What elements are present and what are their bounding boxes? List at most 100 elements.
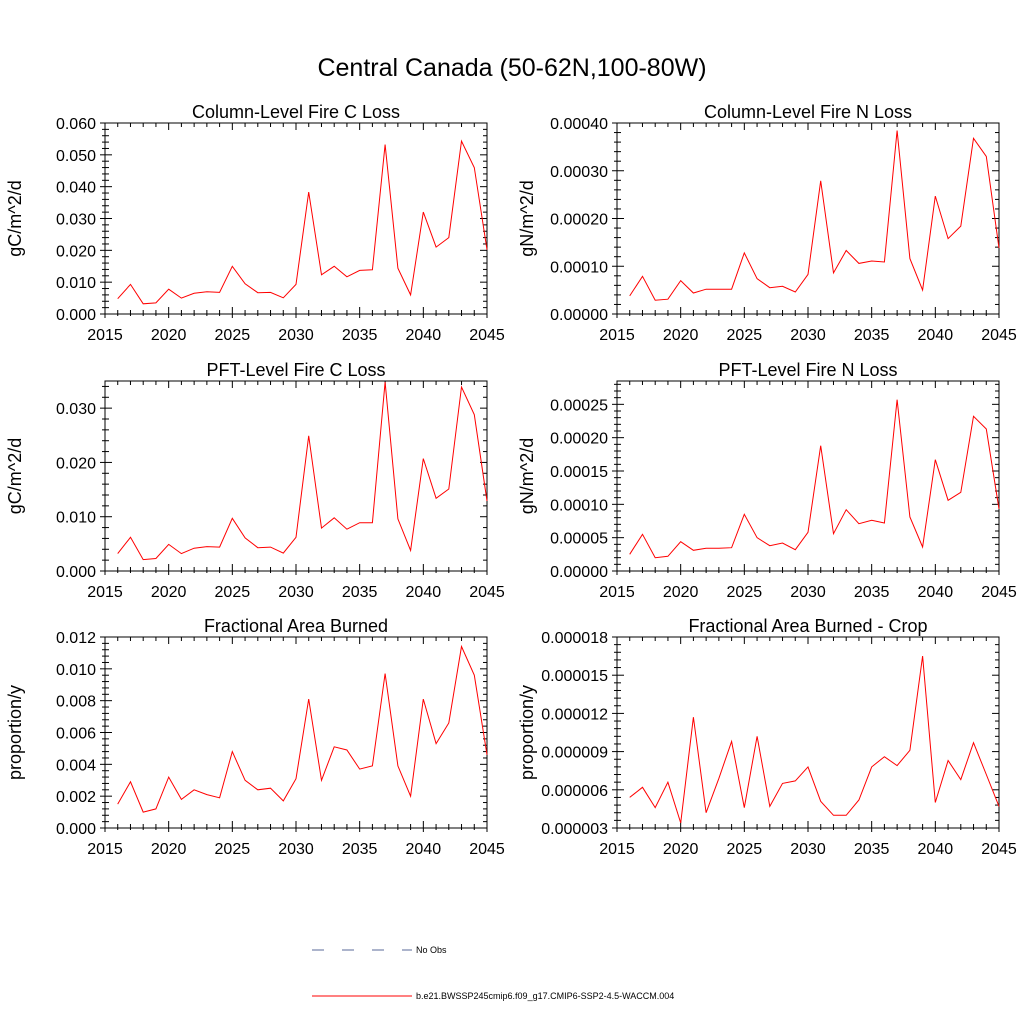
panel-2: Column-Level Fire N Loss gN/m^2/d 2015 2020…	[517, 102, 1017, 344]
y-axis-label: gN/m^2/d	[517, 438, 537, 514]
panel-title: Column-Level Fire N Loss	[704, 102, 912, 122]
series-line-1	[629, 130, 1000, 301]
x-tick-label: 2015	[87, 327, 123, 344]
y-tick-label: 0.00015	[550, 464, 608, 481]
x-tick-label: 2025	[215, 841, 251, 858]
x-tick-label: 2020	[151, 584, 187, 601]
x-tick-label: 2035	[342, 841, 378, 858]
y-tick-label: 0.00005	[550, 531, 608, 548]
y-tick-label: 0.000015	[541, 668, 608, 685]
panel-title: PFT-Level Fire C Loss	[206, 360, 385, 380]
y-tick-label: 0.010	[56, 275, 96, 292]
series-line-1	[117, 644, 488, 813]
x-tick-label: 2045	[469, 327, 505, 344]
x-tick-label: 2040	[918, 841, 954, 858]
y-tick-label: 0.006	[56, 726, 96, 743]
x-tick-label: 2020	[151, 327, 187, 344]
x-tick-label: 2015	[599, 584, 635, 601]
x-tick-label: 2035	[854, 327, 890, 344]
x-tick-label: 2035	[854, 841, 890, 858]
y-tick-label: 0.000003	[541, 821, 608, 838]
y-axis-label: gN/m^2/d	[517, 180, 537, 256]
y-tick-label: 0.030	[56, 401, 96, 418]
y-tick-label: 0.060	[56, 116, 96, 133]
plot-frame	[616, 380, 1000, 572]
x-tick-label: 2040	[406, 584, 442, 601]
plot-frame	[104, 380, 488, 572]
panel-title: Fractional Area Burned	[204, 616, 388, 636]
y-tick-label: 0.020	[56, 455, 96, 472]
y-axis-label: gC/m^2/d	[5, 180, 25, 256]
y-tick-label: 0.000	[56, 821, 96, 838]
y-tick-label: 0.000006	[541, 783, 608, 800]
x-tick-label: 2045	[469, 841, 505, 858]
y-tick-label: 0.00020	[550, 431, 608, 448]
series-line-1	[117, 139, 488, 305]
y-tick-label: 0.00030	[550, 164, 608, 181]
x-tick-label: 2040	[918, 584, 954, 601]
x-tick-label: 2025	[727, 841, 763, 858]
x-tick-label: 2030	[790, 841, 826, 858]
y-tick-label: 0.010	[56, 662, 96, 679]
panels: Column-Level Fire C Loss gC/m^2/d 2015 2020…	[5, 102, 1017, 858]
plot-frame	[104, 122, 488, 315]
x-tick-label: 2025	[215, 584, 251, 601]
y-tick-label: 0.00025	[550, 397, 608, 414]
y-tick-label: 0.020	[56, 243, 96, 260]
y-tick-label: 0.00010	[550, 259, 608, 276]
series-line-1	[629, 656, 1000, 824]
x-tick-label: 2045	[981, 841, 1017, 858]
x-tick-label: 2045	[981, 327, 1017, 344]
series-line-1	[117, 382, 488, 561]
y-tick-label: 0.00000	[550, 564, 608, 581]
x-tick-label: 2035	[342, 327, 378, 344]
y-tick-label: 0.010	[56, 510, 96, 527]
plot-frame	[104, 636, 488, 829]
panel-3: PFT-Level Fire C Loss gC/m^2/d 2015 2020 202…	[5, 360, 505, 601]
x-tick-label: 2035	[342, 584, 378, 601]
figure-title: Central Canada (50-62N,100-80W)	[317, 54, 706, 82]
x-tick-label: 2025	[215, 327, 251, 344]
x-tick-label: 2020	[663, 841, 699, 858]
y-tick-label: 0.002	[56, 789, 96, 806]
y-tick-label: 0.00010	[550, 497, 608, 514]
x-tick-label: 2035	[854, 584, 890, 601]
legend: No Obs b.e21.BWSSP245cmip6.f09_g17.CMIP6…	[312, 945, 674, 1001]
x-tick-label: 2025	[727, 584, 763, 601]
x-tick-label: 2025	[727, 327, 763, 344]
y-tick-label: 0.00020	[550, 212, 608, 229]
panel-5: Fractional Area Burned proportion/y 2015 20…	[5, 616, 505, 858]
x-tick-label: 2040	[406, 327, 442, 344]
x-tick-label: 2045	[469, 584, 505, 601]
x-tick-label: 2045	[981, 584, 1017, 601]
x-tick-label: 2015	[599, 841, 635, 858]
y-axis-label: gC/m^2/d	[5, 438, 25, 514]
y-tick-label: 0.040	[56, 180, 96, 197]
y-tick-label: 0.00040	[550, 116, 608, 133]
legend-obs-label: No Obs	[416, 945, 447, 955]
x-tick-label: 2030	[278, 841, 314, 858]
y-tick-label: 0.000009	[541, 745, 608, 762]
x-tick-label: 2030	[278, 327, 314, 344]
y-axis-label: proportion/y	[5, 685, 25, 780]
y-tick-label: 0.000	[56, 307, 96, 324]
plot-frame	[616, 636, 1000, 829]
y-axis-label: proportion/y	[517, 685, 537, 780]
x-tick-label: 2015	[599, 327, 635, 344]
x-tick-label: 2015	[87, 584, 123, 601]
x-tick-label: 2030	[278, 584, 314, 601]
panel-title: Fractional Area Burned - Crop	[688, 616, 927, 636]
panel-title: PFT-Level Fire N Loss	[718, 360, 897, 380]
x-tick-label: 2020	[663, 327, 699, 344]
y-tick-label: 0.012	[56, 630, 96, 647]
x-tick-label: 2040	[406, 841, 442, 858]
x-tick-label: 2020	[151, 841, 187, 858]
y-tick-label: 0.000	[56, 564, 96, 581]
x-tick-label: 2020	[663, 584, 699, 601]
y-tick-label: 0.00000	[550, 307, 608, 324]
legend-model-label: b.e21.BWSSP245cmip6.f09_g17.CMIP6-SSP2-4…	[416, 991, 674, 1001]
y-tick-label: 0.004	[56, 757, 96, 774]
series-line-1	[629, 399, 1000, 559]
x-tick-label: 2030	[790, 584, 826, 601]
y-tick-label: 0.000012	[541, 706, 608, 723]
